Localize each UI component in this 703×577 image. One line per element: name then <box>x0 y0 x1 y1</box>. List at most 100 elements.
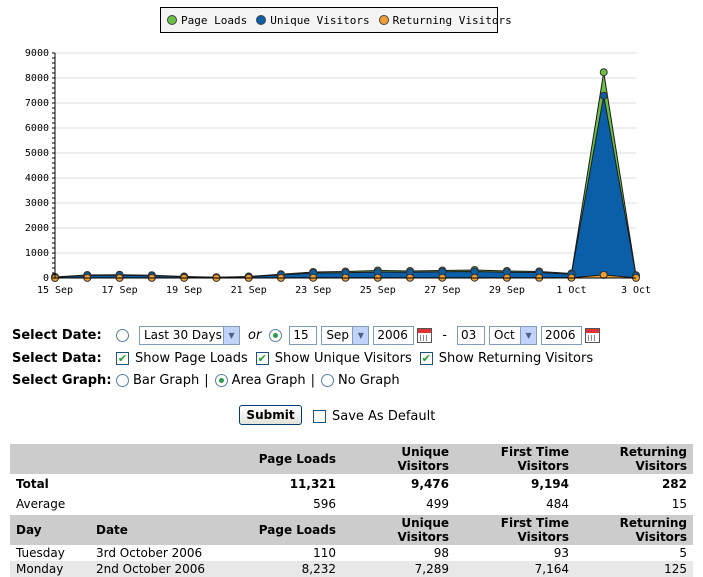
col-header-first-time-visitors: First Time Visitors <box>455 444 575 474</box>
area-graph-radio[interactable] <box>214 373 228 387</box>
spacer-cell <box>100 494 235 514</box>
legend-item-returning-visitors: Returning Visitors <box>378 14 512 27</box>
range-select[interactable]: Last 30 Days ▼ <box>139 325 240 345</box>
from-month-select[interactable]: Sep ▼ <box>321 325 370 345</box>
table-row: Monday 2nd October 2006 8,232 7,289 7,16… <box>10 561 693 577</box>
legend-marker-returning-visitors <box>378 15 389 25</box>
x-tick-label: 29 Sep <box>489 285 525 296</box>
save-default-label: Save As Default <box>332 408 436 424</box>
show-page-loads-label: Show Page Loads <box>135 350 248 366</box>
legend-label: Unique Visitors <box>270 13 370 27</box>
table-row: Tuesday 3rd October 2006 110 98 93 5 <box>10 545 693 561</box>
col-header-page-loads: Page Loads <box>235 444 342 474</box>
legend-marker-page-loads <box>167 15 177 25</box>
series-area-unique-visitors <box>54 95 637 279</box>
average-unique-visitors: 499 <box>426 497 449 511</box>
unique-visitors-cell: 7,289 <box>342 561 455 577</box>
total-row: Total 11,321 9,476 9,194 282 <box>10 474 693 494</box>
legend-item-unique-visitors: Unique Visitors <box>256 13 370 27</box>
from-month-value: Sep <box>326 328 349 342</box>
y-tick-label: 7000 <box>25 98 49 109</box>
y-tick-label: 8000 <box>25 73 49 84</box>
average-row: Average 596 499 484 15 <box>10 494 693 514</box>
daily-table: Day Date Page Loads Unique Visitors Firs… <box>10 515 693 577</box>
daily-header-row: Day Date Page Loads Unique Visitors Firs… <box>10 515 693 545</box>
bar-graph-radio[interactable] <box>116 373 129 387</box>
summary-header-row: Page Loads Unique Visitors First Time Vi… <box>10 444 693 474</box>
page-loads-cell: 110 <box>313 546 336 560</box>
total-page-loads: 11,321 <box>289 477 336 491</box>
legend-marker-unique-visitors <box>256 15 267 25</box>
y-tick-label: 2000 <box>25 223 49 234</box>
total-returning-visitors: 282 <box>661 477 687 491</box>
from-year-input[interactable]: 2006 <box>373 325 415 345</box>
col-header-unique-visitors: Unique Visitors <box>342 444 455 474</box>
area-graph-label: Area Graph <box>231 372 306 388</box>
date-range-dash: - <box>442 327 448 343</box>
total-first-time-visitors: 9,194 <box>531 477 569 491</box>
x-tick-label: 27 Sep <box>424 285 460 296</box>
page-loads-cell: 8,232 <box>235 561 342 577</box>
bar-graph-label: Bar Graph <box>133 372 200 388</box>
first-time-visitors-cell: 93 <box>553 546 569 560</box>
summary-header-empty <box>10 444 100 474</box>
legend-label: Page Loads <box>181 13 248 27</box>
separator: | <box>204 372 209 388</box>
day-cell: Monday <box>10 561 90 577</box>
returning-visitors-cell: 5 <box>679 546 687 560</box>
x-tick-label: 3 Oct <box>621 285 651 296</box>
calendar-icon[interactable] <box>417 327 433 343</box>
x-tick-label: 23 Sep <box>295 285 331 296</box>
row-label: Total <box>16 477 49 491</box>
total-unique-visitors: 9,476 <box>411 477 449 491</box>
spacer-cell <box>100 474 235 494</box>
col-header-date: Date <box>90 515 235 545</box>
col-header-unique-visitors: Unique Visitors <box>342 515 455 545</box>
date-cell: 3rd October 2006 <box>96 546 203 560</box>
x-tick-label: 19 Sep <box>166 285 202 296</box>
unique-visitors-cell: 98 <box>433 546 449 560</box>
to-year-input[interactable]: 2006 <box>541 325 583 345</box>
data-point-page-loads <box>599 68 608 77</box>
y-tick-label: 4000 <box>25 173 49 184</box>
x-tick-label: 21 Sep <box>231 285 267 296</box>
date-cell: 2nd October 2006 <box>90 561 235 577</box>
to-day-input[interactable]: 03 <box>457 325 486 345</box>
visitor-area-chart: 0 1000 2000 3000 4000 5000 6000 7000 8000 9000 15 … <box>25 48 651 296</box>
custom-date-radio[interactable] <box>269 328 283 342</box>
day-cell: Tuesday <box>16 546 65 560</box>
show-page-loads-checkbox[interactable]: ✔ <box>116 351 129 365</box>
select-data-label: Select Data: <box>12 350 102 366</box>
range-radio[interactable] <box>116 328 129 342</box>
x-tick-label: 17 Sep <box>101 285 137 296</box>
select-data-row: Select Data: ✔ Show Page Loads ✔ Show Un… <box>12 348 593 368</box>
average-first-time-visitors: 484 <box>546 497 569 511</box>
save-default-checkbox[interactable]: ✔ <box>313 409 326 423</box>
returning-visitors-cell: 125 <box>575 561 693 577</box>
x-tick-label: 1 Oct <box>556 285 586 296</box>
save-default-row: ✔ Save As Default <box>313 406 435 426</box>
chevron-down-icon: ▼ <box>352 326 369 344</box>
average-page-loads: 596 <box>313 497 336 511</box>
select-graph-row: Select Graph: Bar Graph | Area Graph | N… <box>12 370 400 390</box>
range-select-value: Last 30 Days <box>144 328 222 342</box>
col-header-page-loads: Page Loads <box>235 515 342 545</box>
col-header-returning-visitors: Returning Visitors <box>575 444 693 474</box>
select-graph-label: Select Graph: <box>12 372 112 388</box>
no-graph-radio[interactable] <box>320 373 334 387</box>
chevron-down-icon: ▼ <box>223 326 239 344</box>
summary-header-spacer <box>100 444 235 474</box>
separator: | <box>310 372 315 388</box>
select-date-label: Select Date: <box>12 327 102 343</box>
show-returning-visitors-label: Show Returning Visitors <box>438 350 594 366</box>
submit-button[interactable]: Submit <box>239 405 302 425</box>
show-returning-visitors-checkbox[interactable]: ✔ <box>419 351 433 365</box>
to-month-select[interactable]: Oct ▼ <box>489 325 538 345</box>
calendar-icon[interactable] <box>585 327 601 343</box>
row-label: Average <box>16 497 66 511</box>
first-time-visitors-cell: 7,164 <box>455 561 575 577</box>
from-day-input[interactable]: 15 <box>289 325 318 345</box>
to-month-value: Oct <box>494 328 515 342</box>
or-label: or <box>248 327 262 343</box>
show-unique-visitors-checkbox[interactable]: ✔ <box>255 351 269 365</box>
